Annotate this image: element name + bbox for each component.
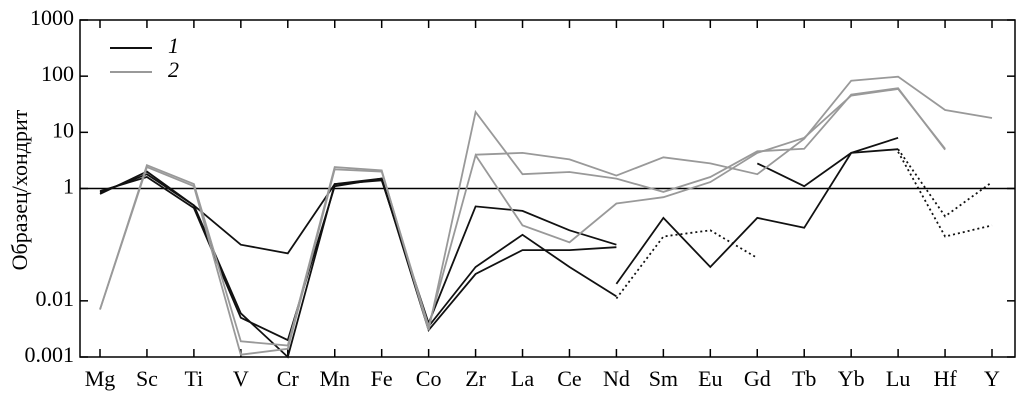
- series-line: [99, 176, 617, 342]
- y-tick-label: 0.01: [36, 286, 75, 311]
- x-tick-label: Mn: [319, 366, 350, 391]
- x-tick-label: Lu: [886, 366, 910, 391]
- x-tick-label: Y: [984, 366, 1000, 391]
- x-tick-label: Sc: [136, 366, 158, 391]
- x-tick-label: Co: [416, 366, 442, 391]
- y-tick-label: 10: [52, 117, 74, 142]
- y-axis-label: Образец/хондрит: [7, 109, 32, 270]
- x-tick-label: Ti: [185, 366, 204, 391]
- series-line: [475, 75, 993, 177]
- x-tick-label: Gd: [744, 366, 771, 391]
- x-tick-label: Sm: [649, 366, 678, 391]
- series-line: [615, 229, 758, 300]
- series-line: [99, 87, 946, 347]
- x-tick-label: Zr: [465, 366, 486, 391]
- x-tick-label: Fe: [371, 366, 393, 391]
- x-tick-label: V: [233, 366, 249, 391]
- x-tick-label: Nd: [603, 366, 630, 391]
- x-tick-label: Mg: [85, 366, 116, 391]
- y-tick-label: 0.001: [25, 342, 75, 367]
- legend-label: 1: [168, 33, 179, 58]
- x-tick-label: Eu: [698, 366, 722, 391]
- x-tick-label: Tb: [792, 366, 816, 391]
- x-tick-label: Hf: [933, 366, 957, 391]
- x-tick-label: Cr: [277, 366, 300, 391]
- series-line: [756, 148, 899, 188]
- y-tick-label: 100: [41, 61, 74, 86]
- x-tick-label: Ce: [557, 366, 581, 391]
- series-line: [99, 88, 946, 356]
- x-tick-label: La: [511, 366, 534, 391]
- series-line: [897, 151, 993, 238]
- series-line: [99, 173, 617, 359]
- y-tick-label: 1: [63, 174, 74, 199]
- legend-label: 2: [168, 57, 179, 82]
- x-tick-label: Yb: [838, 366, 865, 391]
- series-line: [897, 148, 993, 218]
- y-tick-label: 1000: [30, 5, 74, 30]
